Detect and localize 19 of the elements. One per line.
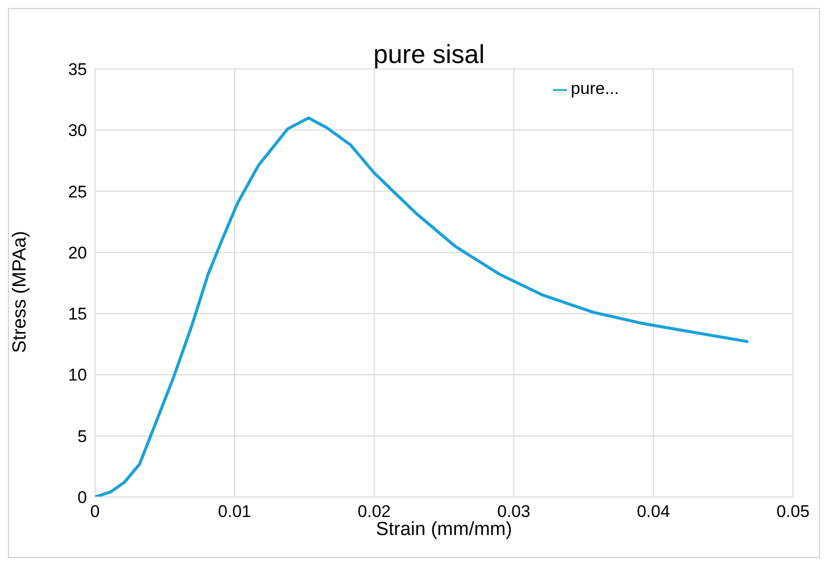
line-series xyxy=(95,116,750,497)
y-axis-title: Stress (MPAa) xyxy=(10,230,31,353)
x-axis-title: Strain (mm/mm) xyxy=(376,519,512,540)
y-tick-label: 30 xyxy=(68,121,87,140)
x-tick-label: 0 xyxy=(90,502,100,522)
chart-title: pure sisal xyxy=(373,39,485,69)
y-tick-label: 25 xyxy=(68,182,87,202)
x-tick-label: 0.05 xyxy=(776,502,810,522)
y-tick-label: 35 xyxy=(68,60,87,80)
y-tick-label: 15 xyxy=(68,304,87,324)
x-tick-label: 0.04 xyxy=(636,502,670,522)
x-tick-label: 0.02 xyxy=(358,502,391,522)
y-tick-label: 20 xyxy=(68,243,87,262)
y-tick-label: 10 xyxy=(68,366,87,385)
y-tick-label: 5 xyxy=(78,426,87,446)
legend-label: pure... xyxy=(570,79,619,98)
x-tick-label: 0.01 xyxy=(218,502,252,522)
x-tick-label: 0.03 xyxy=(497,502,530,522)
y-tick-label: 0 xyxy=(78,488,87,508)
